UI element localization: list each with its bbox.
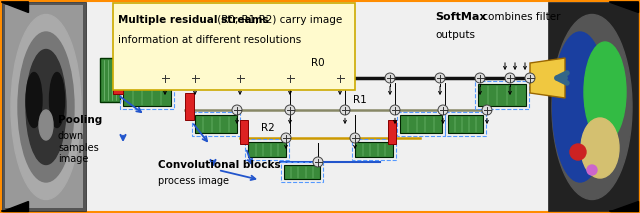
Circle shape	[390, 105, 400, 115]
Ellipse shape	[26, 49, 66, 164]
Circle shape	[475, 73, 485, 83]
Bar	[548, 2, 638, 211]
Bar	[5, 5, 83, 208]
Bar	[240, 120, 248, 144]
Ellipse shape	[49, 72, 65, 128]
Circle shape	[525, 73, 535, 83]
Bar	[475, 81, 529, 109]
Text: (R0, R1,R2) carry image: (R0, R1,R2) carry image	[214, 15, 342, 25]
Circle shape	[232, 105, 242, 115]
Bar	[352, 139, 396, 160]
Bar	[192, 112, 240, 136]
Ellipse shape	[39, 110, 53, 140]
Text: combines filter: combines filter	[479, 12, 561, 22]
Bar	[478, 84, 526, 106]
Bar	[281, 162, 323, 182]
Ellipse shape	[11, 14, 81, 200]
Ellipse shape	[18, 32, 74, 182]
Circle shape	[570, 144, 586, 160]
Bar	[113, 62, 123, 94]
Ellipse shape	[581, 118, 619, 178]
Circle shape	[235, 73, 245, 83]
Polygon shape	[2, 201, 28, 211]
Circle shape	[285, 105, 295, 115]
Circle shape	[281, 133, 291, 143]
Bar	[400, 115, 442, 133]
Text: R1: R1	[353, 95, 367, 105]
Bar	[445, 112, 486, 136]
Text: information at different resolutions: information at different resolutions	[118, 35, 301, 45]
Bar	[448, 115, 483, 133]
Ellipse shape	[26, 72, 42, 128]
Circle shape	[285, 73, 295, 83]
Polygon shape	[530, 58, 565, 98]
Bar	[120, 81, 174, 109]
Bar	[2, 2, 86, 211]
Circle shape	[190, 73, 200, 83]
Bar	[185, 93, 194, 120]
Text: R2: R2	[261, 123, 275, 133]
Circle shape	[340, 105, 350, 115]
Circle shape	[435, 73, 445, 83]
Polygon shape	[610, 2, 638, 12]
Text: down
samples
image: down samples image	[58, 131, 99, 164]
Polygon shape	[610, 201, 638, 211]
Circle shape	[505, 73, 515, 83]
Text: process image: process image	[158, 176, 229, 186]
Text: outputs: outputs	[435, 30, 475, 40]
Bar	[248, 142, 286, 157]
Bar	[245, 139, 289, 160]
Circle shape	[438, 105, 448, 115]
Text: Convolutional blocks: Convolutional blocks	[158, 160, 280, 170]
Circle shape	[482, 105, 492, 115]
Circle shape	[350, 133, 360, 143]
Polygon shape	[2, 2, 28, 12]
Text: SoftMax: SoftMax	[435, 12, 486, 22]
Circle shape	[587, 165, 597, 175]
Bar	[355, 142, 393, 157]
Bar	[113, 3, 355, 90]
Circle shape	[335, 73, 345, 83]
Ellipse shape	[584, 42, 626, 142]
Text: R0: R0	[311, 58, 325, 68]
Bar	[388, 120, 396, 144]
Bar	[195, 115, 237, 133]
Ellipse shape	[552, 14, 632, 200]
Bar	[100, 58, 120, 102]
Ellipse shape	[552, 32, 607, 182]
Circle shape	[313, 157, 323, 167]
Text: Pooling: Pooling	[58, 115, 102, 125]
Circle shape	[160, 73, 170, 83]
Circle shape	[385, 73, 395, 83]
Text: Multiple residual streams: Multiple residual streams	[118, 15, 269, 25]
Bar	[284, 165, 320, 179]
Bar	[397, 112, 445, 136]
Bar	[123, 84, 171, 106]
